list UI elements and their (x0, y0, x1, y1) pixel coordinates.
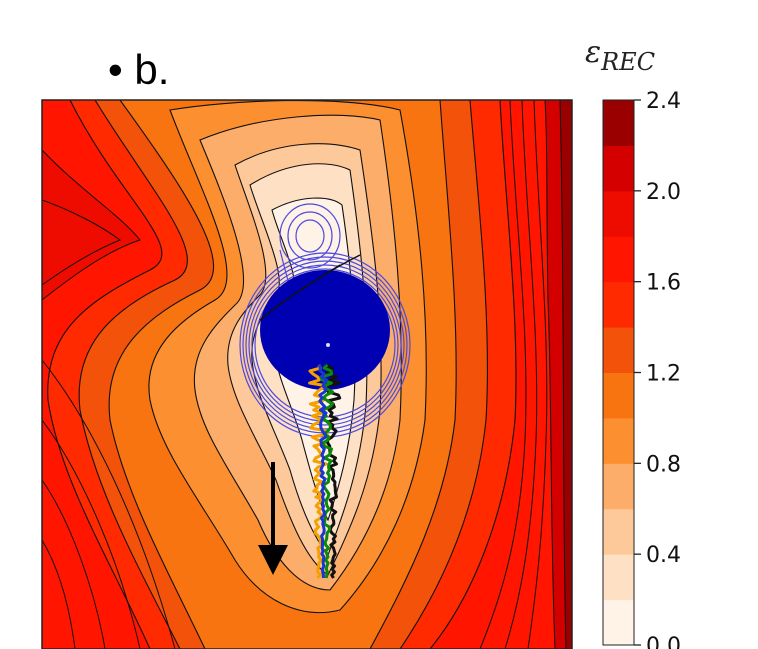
colorbar-segment-3 (603, 463, 634, 510)
colorbar-tick-label-0: 2.4 (646, 89, 681, 114)
colorbar-tick-label-2: 1.6 (646, 271, 681, 296)
colorbar-title-main: ε (585, 35, 601, 70)
colorbar-segment-0 (603, 599, 634, 646)
colorbar-tick-label-5: 0.4 (646, 543, 681, 568)
colorbar-tick-label-1: 2.0 (646, 180, 681, 205)
contour-plot (42, 100, 572, 649)
colorbar-segment-11 (603, 100, 634, 146)
contour-fill-right-darkest (559, 100, 572, 649)
contour-line-right-1 (504, 100, 538, 649)
colorbar-tick-label-6: 0.0 (646, 634, 681, 649)
contour-line-over-blob (259, 254, 361, 321)
density-small-ring-1 (287, 211, 333, 261)
colorbar-segment-4 (603, 417, 634, 464)
colorbar: 2.4 2.0 1.6 1.2 0.8 0.4 0.0 (602, 89, 681, 649)
contour-line-right-0 (479, 100, 527, 649)
density-ring-2 (248, 264, 402, 426)
contour-line-left-3 (42, 539, 76, 649)
contour-line-left-4 (42, 199, 122, 286)
colorbar-segment-8 (603, 236, 634, 283)
colorbar-tick-label-4: 0.8 (646, 452, 681, 477)
trajectory-0 (308, 364, 329, 580)
contour-line-left-2 (42, 479, 106, 649)
density-blob (260, 270, 390, 390)
colorbar-segment-10 (603, 145, 634, 192)
panel-label: • b. (108, 46, 169, 93)
trajectory-3 (317, 364, 329, 578)
density-small-ring-2 (279, 203, 341, 269)
density-center-point (326, 343, 330, 347)
density-small-ring-0 (295, 219, 325, 253)
contour-fill-left-lobe (42, 149, 141, 301)
trajectories (308, 363, 342, 580)
colorbar-segment-5 (603, 372, 634, 419)
arrow-head (258, 545, 288, 575)
colorbar-segment-6 (603, 327, 634, 373)
contour-line-left-1 (42, 419, 141, 649)
trajectory-2 (319, 363, 335, 579)
colorbar-title-sub: REC (600, 48, 655, 76)
contour-line-right-2 (527, 100, 548, 649)
plot-frame (41, 99, 573, 649)
colorbar-segment-1 (603, 554, 634, 601)
colorbar-title: εREC (585, 35, 655, 76)
colorbar-segment-9 (603, 190, 634, 237)
density-ring-3 (245, 260, 405, 430)
contour-line-left-0 (42, 359, 176, 649)
colorbar-segment-2 (603, 508, 634, 555)
colorbar-tick-label-3: 1.2 (646, 362, 681, 387)
colorbar-segment-7 (603, 281, 634, 328)
